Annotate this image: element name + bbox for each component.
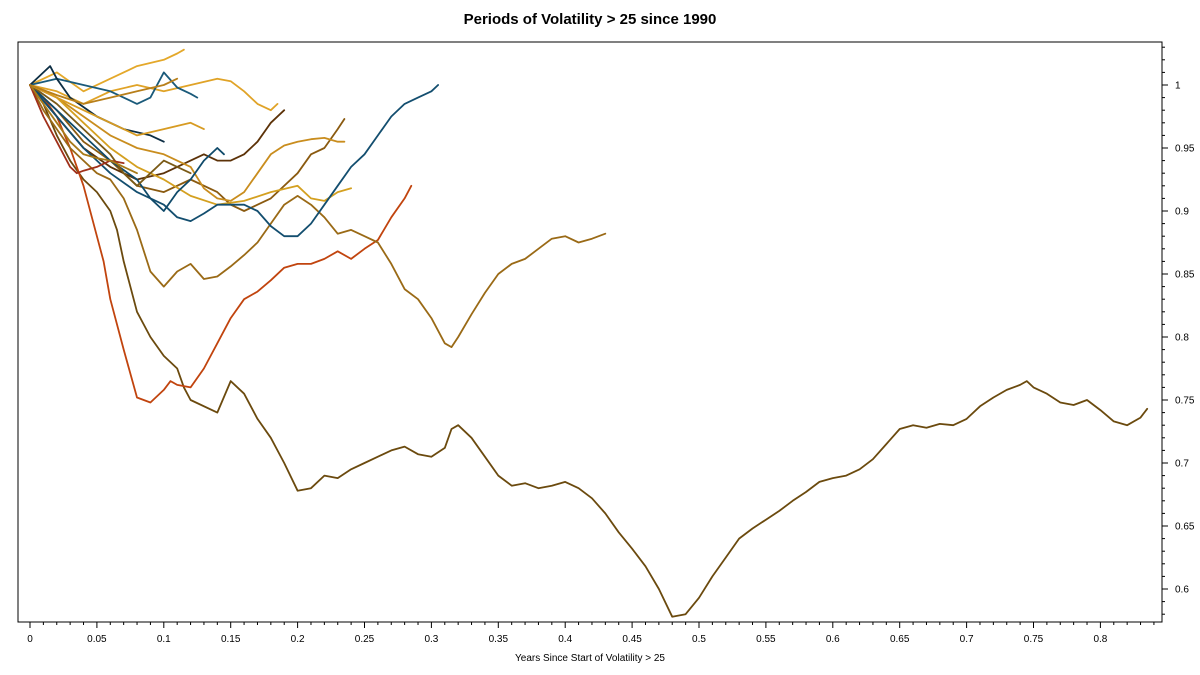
series-line-8: [29, 84, 439, 238]
series-line-17: [29, 84, 125, 175]
series-line-9: [29, 84, 225, 212]
x-tick-label: 0.75: [1024, 634, 1044, 645]
y-tick-label: 0.9: [1175, 207, 1189, 218]
x-tick-label: 0.4: [558, 634, 572, 645]
plot-frame: [17, 41, 1163, 623]
x-tick-label: 0.3: [424, 634, 438, 645]
x-axis-title: Years Since Start of Volatility > 25: [515, 653, 665, 664]
x-tick-label: 0.1: [157, 634, 171, 645]
y-tick-label: 0.95: [1175, 144, 1195, 155]
x-tick-label: 0.65: [890, 634, 910, 645]
series-line-3: [29, 84, 607, 348]
series-line-2: [29, 84, 413, 404]
series-line-14: [29, 84, 192, 187]
x-tick-label: 0.15: [221, 634, 241, 645]
x-tick-label: 0.6: [826, 634, 840, 645]
y-tick-label: 0.8: [1175, 333, 1189, 344]
y-tick-label: 0.6: [1175, 585, 1189, 596]
x-tick-label: 0.35: [489, 634, 509, 645]
series-line-18: [29, 84, 138, 175]
series-line-6: [29, 84, 346, 202]
plot-area: [29, 48, 1149, 618]
y-tick-label: 0.75: [1175, 396, 1195, 407]
x-axis: 0 0.05 0.1 0.15 0.2 0.25 0.3 0.35 0.4 0.45 0.5 0.55…: [17, 41, 1163, 645]
x-tick-label: 0.2: [291, 634, 305, 645]
series-line-16: [29, 77, 179, 105]
series-line-1: [29, 84, 1149, 618]
y-tick-label: 1: [1175, 81, 1181, 92]
x-tick-label: 0.45: [622, 634, 642, 645]
series-line-12: [29, 71, 199, 105]
x-tick-label: 0.8: [1093, 634, 1107, 645]
series-line-15: [29, 84, 205, 137]
chart-title: Periods of Volatility > 25 since 1990: [464, 11, 717, 28]
x-tick-label: 0: [27, 634, 33, 645]
x-tick-label: 0.7: [960, 634, 974, 645]
series-line-10: [29, 48, 185, 93]
x-tick-label: 0.05: [87, 634, 107, 645]
y-tick-label: 0.65: [1175, 522, 1195, 533]
x-tick-label: 0.5: [692, 634, 706, 645]
y-axis: 1 0.95 0.9 0.85 0.8 0.75 0.7 0.65 0.6: [1162, 46, 1195, 615]
x-tick-label: 0.25: [355, 634, 375, 645]
series-line-13: [29, 65, 165, 143]
y-tick-label: 0.85: [1175, 270, 1195, 281]
y-tick-label: 0.7: [1175, 459, 1189, 470]
series-line-5: [29, 84, 286, 181]
x-tick-label: 0.55: [756, 634, 776, 645]
